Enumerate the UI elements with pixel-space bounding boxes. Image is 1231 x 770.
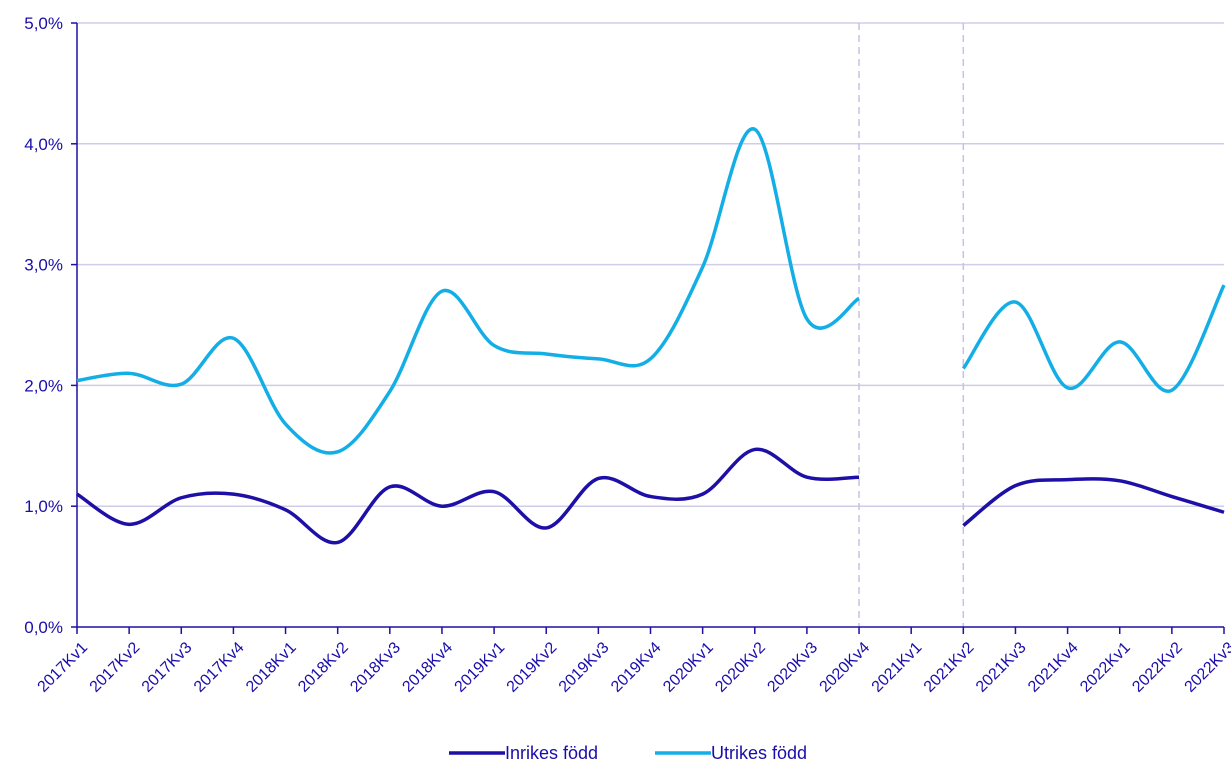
x-tick-label: 2017Kv1 bbox=[34, 639, 91, 696]
period-separators bbox=[858, 23, 965, 627]
x-tick-label: 2020Kv3 bbox=[764, 639, 821, 696]
x-tick-label: 2020Kv1 bbox=[660, 639, 717, 696]
y-tick-label: 3,0% bbox=[24, 256, 63, 275]
series-line-utrikes-f-dd bbox=[961, 284, 1226, 393]
x-tick-label: 2018Kv4 bbox=[399, 639, 456, 696]
legend-label-inrikes-f-dd: Inrikes född bbox=[505, 743, 598, 763]
x-tick-label: 2017Kv2 bbox=[87, 639, 144, 696]
x-tick-label: 2022Kv1 bbox=[1077, 639, 1134, 696]
axes bbox=[71, 22, 1225, 634]
y-tick-label: 0,0% bbox=[24, 618, 63, 637]
x-tick-label: 2020Kv2 bbox=[712, 639, 769, 696]
series-line-inrikes-f-dd bbox=[962, 477, 1225, 527]
y-tick-label: 2,0% bbox=[24, 376, 63, 395]
x-tick-label: 2020Kv4 bbox=[817, 639, 874, 696]
series-line-utrikes-f-dd bbox=[76, 127, 861, 455]
x-tick-label: 2021Kv4 bbox=[1025, 639, 1082, 696]
y-tick-label: 4,0% bbox=[24, 135, 63, 154]
x-tick-label: 2017Kv4 bbox=[191, 639, 248, 696]
x-tick-label: 2022Kv3 bbox=[1181, 639, 1231, 696]
series-line-inrikes-f-dd bbox=[76, 447, 860, 545]
x-tick-label: 2017Kv3 bbox=[139, 639, 196, 696]
x-tick-label: 2019Kv4 bbox=[608, 639, 665, 696]
x-tick-label: 2021Kv2 bbox=[921, 639, 978, 696]
series-lines bbox=[76, 127, 1226, 545]
y-tick-labels: 0,0% 1,0% 2,0% 3,0% 4,0% 5,0% bbox=[24, 14, 63, 637]
x-tick-label: 2018Kv3 bbox=[347, 639, 404, 696]
x-tick-labels: 2017Kv12017Kv22017Kv32017Kv42018Kv12018K… bbox=[34, 639, 1231, 696]
y-tick-label: 1,0% bbox=[24, 497, 63, 516]
x-tick-label: 2018Kv1 bbox=[243, 639, 300, 696]
x-tick-label: 2019Kv3 bbox=[556, 639, 613, 696]
legend-label-utrikes-f-dd: Utrikes född bbox=[711, 743, 807, 763]
x-tick-label: 2021Kv3 bbox=[973, 639, 1030, 696]
x-tick-label: 2022Kv2 bbox=[1129, 639, 1186, 696]
gridlines bbox=[77, 22, 1224, 507]
x-tick-label: 2019Kv2 bbox=[504, 639, 561, 696]
legend: Inrikes född Utrikes född bbox=[449, 743, 807, 763]
x-tick-label: 2018Kv2 bbox=[295, 639, 352, 696]
x-tick-label: 2019Kv1 bbox=[452, 639, 509, 696]
y-tick-label: 5,0% bbox=[24, 14, 63, 33]
x-tick-label: 2021Kv1 bbox=[869, 639, 926, 696]
